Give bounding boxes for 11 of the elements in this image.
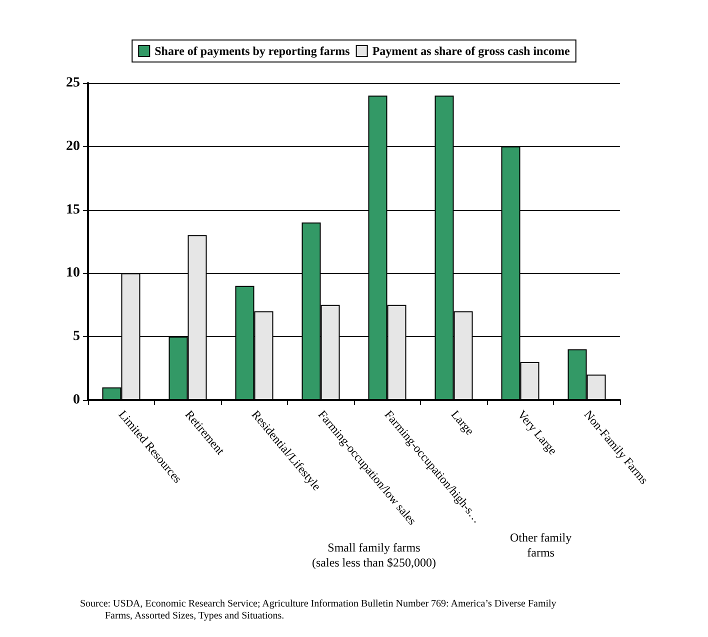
- y-tick-label: 0: [73, 392, 80, 408]
- y-tick-label: 15: [66, 202, 80, 218]
- legend-label: Share of payments by reporting farms: [154, 44, 350, 58]
- y-tick-label: 10: [66, 266, 80, 281]
- text: Other family farms: [510, 530, 572, 560]
- source-note: Source: USDA, Economic Research Service; Agriculture Information Bulletin Number 769: America’s Diverse Family Farms, Assorted Sizes, Types and Situations.: [80, 598, 556, 622]
- y-tick-label: 5: [73, 329, 80, 344]
- legend-label: Payment as share of gross cash income: [372, 44, 571, 58]
- text: Small family farms (sales less than $250,000): [312, 540, 436, 570]
- y-tick-label: 25: [66, 76, 80, 90]
- y-tick-label: 20: [66, 138, 80, 154]
